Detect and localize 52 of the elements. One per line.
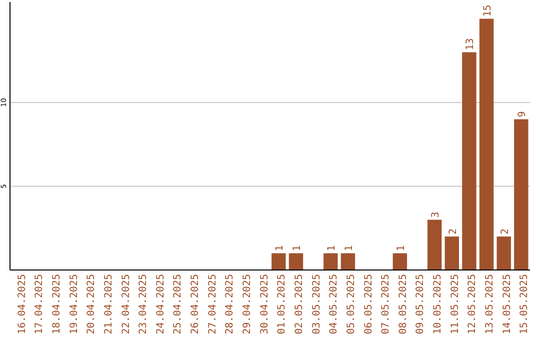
x-tick-label: 05.05.2025 [346, 274, 357, 334]
bar [444, 236, 459, 270]
x-tick-label: 25.04.2025 [172, 274, 184, 334]
x-tick-label: 13.05.2025 [484, 274, 496, 334]
x-tick-label: 28.04.2025 [224, 274, 236, 334]
data-label: 1 [344, 245, 355, 252]
data-label: 15 [482, 4, 494, 17]
bar [514, 119, 528, 270]
data-label: 1 [274, 245, 286, 252]
x-tick-label: 16.04.2025 [16, 274, 28, 334]
x-tick-label: 23.04.2025 [138, 274, 150, 334]
data-label: 1 [326, 245, 338, 252]
bar [462, 52, 476, 270]
x-tick-label: 15.05.2025 [519, 274, 530, 334]
data-label: 13 [465, 38, 476, 50]
x-tick-label: 18.04.2025 [51, 274, 62, 334]
x-tick-label: 22.04.2025 [120, 274, 132, 334]
x-tick-label: 07.05.2025 [380, 274, 392, 334]
bar [340, 253, 356, 270]
x-tick-label: 09.05.2025 [415, 274, 426, 334]
x-tick-label: 19.04.2025 [68, 274, 80, 334]
data-label: 3 [430, 212, 442, 218]
bar [272, 253, 286, 270]
x-tick-label: 24.04.2025 [155, 274, 166, 334]
x-tick-label: 12.05.2025 [467, 274, 478, 334]
bar [392, 253, 408, 270]
x-tick-label: 04.05.2025 [328, 274, 340, 334]
data-label: 2 [448, 228, 459, 234]
x-tick-label: 26.04.2025 [190, 274, 202, 334]
data-label: 2 [500, 228, 511, 234]
bar [324, 253, 338, 270]
x-tick-label: 14.05.2025 [502, 274, 513, 334]
bar [479, 18, 494, 270]
x-tick-label: 06.05.2025 [363, 274, 374, 334]
x-tick-label: 30.04.2025 [259, 274, 270, 334]
data-label: 1 [396, 245, 407, 252]
x-tick-label: 08.05.2025 [398, 274, 409, 334]
x-tick-label: 10.05.2025 [432, 274, 444, 334]
x-tick-label: 11.05.2025 [450, 274, 461, 334]
x-tick-label: 29.04.2025 [242, 274, 254, 334]
x-tick-label: 03.05.2025 [311, 274, 322, 334]
bar [496, 236, 511, 270]
data-label: 1 [292, 245, 303, 252]
bar [288, 253, 304, 270]
x-tick-label: 27.04.2025 [207, 274, 218, 334]
x-tick-label: 17.04.2025 [34, 274, 46, 334]
bar [427, 220, 442, 270]
x-tick-label: 02.05.2025 [294, 274, 305, 334]
x-tick-label: 21.04.2025 [103, 274, 114, 334]
data-label: 9 [517, 111, 528, 118]
x-tick-label: 20.04.2025 [86, 274, 98, 334]
x-tick-label: 01.05.2025 [276, 274, 288, 334]
